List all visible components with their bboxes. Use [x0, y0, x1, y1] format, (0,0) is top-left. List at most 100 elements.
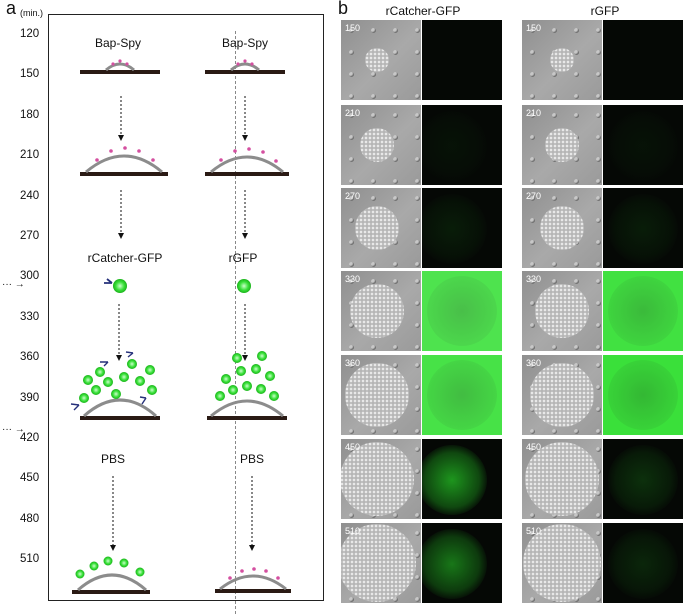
gfp-signal: [608, 276, 678, 346]
time-stamp: 150: [345, 23, 361, 33]
time-tick-label: 390: [20, 391, 40, 404]
pillar-dot: [596, 28, 601, 33]
time-tick-label: 300: [20, 270, 40, 283]
pillar-dot: [393, 113, 398, 118]
panel-a-box: [48, 14, 324, 614]
pillar-dot: [415, 28, 420, 33]
pillar-dot: [596, 429, 601, 434]
cell-colony: [550, 48, 574, 72]
pillar-dot: [574, 345, 579, 350]
pillar-dot: [393, 196, 398, 201]
pillar-dot: [349, 157, 354, 162]
pillar-dot: [552, 72, 557, 77]
time-stamp: 510: [345, 526, 361, 536]
dic-image: 450: [522, 439, 602, 519]
pillar-dot: [415, 135, 420, 140]
pillar-dot: [393, 240, 398, 245]
pillar-dot: [552, 113, 557, 118]
pillar-dot: [596, 240, 601, 245]
pillar-dot: [596, 407, 601, 412]
pillar-dot: [596, 279, 601, 284]
pillar-dot: [596, 363, 601, 368]
fluorescence-image: [422, 523, 502, 603]
dic-image: 360: [341, 355, 421, 435]
pillar-dot: [530, 218, 535, 223]
gfp-signal: [427, 276, 497, 346]
pillar-dot: [596, 196, 601, 201]
pillar-dot: [596, 447, 601, 452]
pillar-dot: [574, 28, 579, 33]
pillar-dot: [574, 94, 579, 99]
time-tick-label: 240: [20, 189, 40, 202]
pillar-dot: [552, 28, 557, 33]
pillar-dot: [393, 135, 398, 140]
time-tick-label: 210: [20, 149, 40, 162]
pillar-dot: [552, 513, 557, 518]
pillar-dot: [552, 196, 557, 201]
pillar-dot: [349, 50, 354, 55]
pillar-dot: [393, 157, 398, 162]
pillar-dot: [596, 218, 601, 223]
cell-colony: [545, 128, 579, 162]
pillar-dot: [415, 240, 420, 245]
pillar-dot: [574, 113, 579, 118]
time-tick-label: 270: [20, 230, 40, 242]
cell-colony: [523, 524, 601, 602]
panel-a-label: a: [6, 0, 17, 18]
pillar-dot: [574, 513, 579, 518]
pillar-dot: [530, 323, 535, 328]
cell-colony: [365, 48, 389, 72]
pillar-dot: [530, 597, 535, 602]
pillar-dot: [371, 262, 376, 267]
pillar-dot: [349, 94, 354, 99]
time-tick-label: 330: [20, 310, 40, 323]
pillar-dot: [552, 279, 557, 284]
pillar-dot: [393, 50, 398, 55]
time-tick-label: 450: [20, 472, 40, 485]
pillar-dot: [530, 513, 535, 518]
pillar-dot: [349, 196, 354, 201]
pillar-dot: [530, 94, 535, 99]
pillar-dot: [349, 323, 354, 328]
dic-image: 360: [522, 355, 602, 435]
time-stamp: 210: [345, 108, 361, 118]
pillar-dot: [596, 72, 601, 77]
pillar-dot: [371, 28, 376, 33]
pillar-dot: [596, 597, 601, 602]
pillar-dot: [552, 262, 557, 267]
addition-arrow-300: ··· →: [2, 279, 25, 290]
time-stamp: 510: [526, 526, 542, 536]
dic-image: 510: [341, 523, 421, 603]
time-stamp: 450: [526, 442, 542, 452]
dic-image: 210: [341, 105, 421, 185]
pillar-dot: [393, 279, 398, 284]
fluorescence-image: [603, 271, 683, 351]
pillar-dot: [415, 575, 420, 580]
pillar-dot: [530, 179, 535, 184]
pillar-dot: [393, 345, 398, 350]
pillar-dot: [596, 301, 601, 306]
pillar-dot: [349, 113, 354, 118]
pillar-dot: [349, 240, 354, 245]
time-stamp: 210: [526, 108, 542, 118]
time-tick-label: 420: [20, 432, 40, 444]
fluorescence-image: [603, 523, 683, 603]
pillar-dot: [552, 429, 557, 434]
cell-colony: [360, 128, 394, 162]
gfp-signal: [608, 111, 678, 181]
time-tick-label: 120: [20, 28, 40, 40]
pillar-dot: [393, 28, 398, 33]
pillar-dot: [530, 429, 535, 434]
pillar-dot: [415, 469, 420, 474]
pillar-dot: [415, 50, 420, 55]
dic-image: 270: [341, 188, 421, 268]
cell-colony: [535, 284, 589, 338]
pillar-dot: [530, 531, 535, 536]
dic-image: 510: [522, 523, 602, 603]
cell-colony: [341, 442, 414, 516]
cell-colony: [350, 284, 404, 338]
column-title-rcatcher-gfp: rCatcher-GFP: [385, 4, 461, 18]
pillar-dot: [574, 429, 579, 434]
fluorescence-image: [422, 355, 502, 435]
pillar-dot: [349, 279, 354, 284]
